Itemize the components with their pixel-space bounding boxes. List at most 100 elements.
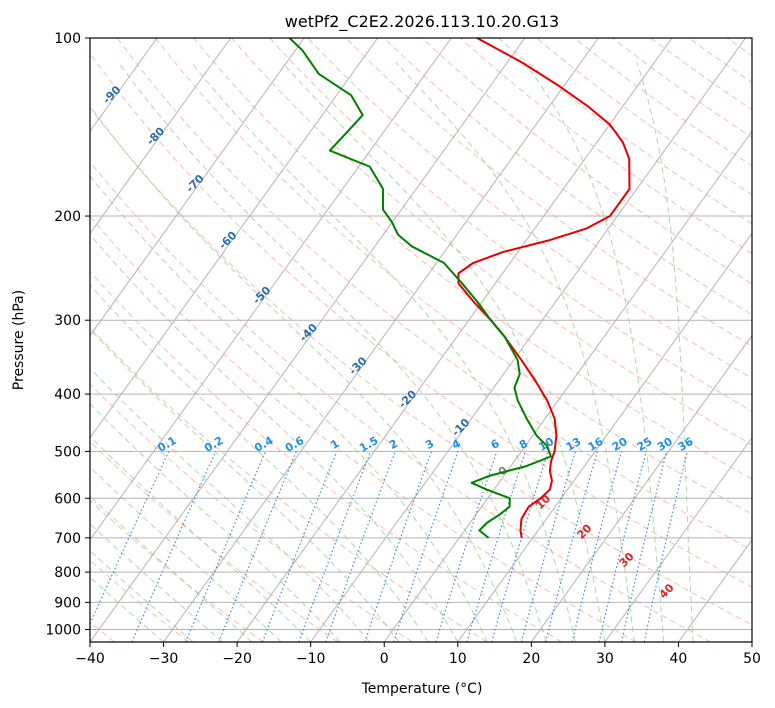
- x-axis-label: Temperature (°C): [361, 681, 483, 697]
- mixing-ratio-line: [435, 451, 498, 642]
- moist-adiabat: [90, 284, 429, 642]
- mixing-ratio-line: [90, 451, 170, 626]
- moist-adiabat: [90, 175, 488, 642]
- x-tick-label: 20: [522, 651, 540, 667]
- mixing-ratio-line: [325, 451, 396, 642]
- y-tick-label: 800: [54, 565, 81, 581]
- moist-adiabat-label: 30: [617, 550, 637, 570]
- dry-adiabat: [90, 440, 339, 642]
- dry-adiabat: [231, 38, 752, 446]
- mixing-ratio-line: [261, 451, 338, 642]
- dry-adiabat: [90, 383, 413, 642]
- mixing-ratio-line: [185, 451, 267, 642]
- y-axis-label: Pressure (hPa): [11, 290, 27, 390]
- y-tick-label: 1000: [45, 622, 81, 638]
- isotherm: [310, 38, 746, 642]
- dry-adiabat: [726, 38, 752, 57]
- dry-adiabat-label: -100: [49, 45, 78, 74]
- dry-adiabat: [383, 38, 752, 316]
- dry-adiabat: [90, 106, 752, 626]
- mixing-ratio-line: [466, 451, 526, 642]
- isotherm: [530, 334, 752, 642]
- dry-adiabat: [536, 38, 752, 196]
- dry-adiabat: [90, 215, 637, 642]
- moist-adiabat: [90, 105, 518, 642]
- dry-adiabat-label: -50: [250, 284, 273, 307]
- moist-adiabat: [395, 62, 635, 642]
- isotherm: [457, 232, 752, 642]
- mixing-ratio-line: [131, 451, 217, 642]
- moist-adiabat-label: 20: [574, 521, 594, 541]
- dry-adiabat: [116, 38, 752, 551]
- dry-adiabat: [765, 38, 775, 642]
- plot-frame: [89, 37, 753, 643]
- dry-adiabat: [269, 38, 752, 412]
- dry-adiabat-label: -20: [396, 387, 419, 410]
- dewpoint-profile: [288, 38, 552, 539]
- plot-area: 0.1 0.2 0.4 0.6 1 1.5 2 3 4 6 8 10 13 16 20 25 30 36-100-…: [0, 37, 775, 643]
- mixing-ratio-label: 3: [423, 437, 436, 452]
- dry-adiabat-label: -60: [216, 229, 239, 252]
- moist-adiabat: [90, 233, 459, 642]
- moist-adiabat: [90, 328, 400, 642]
- mixing-ratio-label: 6: [488, 437, 501, 452]
- y-tick-label: 700: [54, 531, 81, 547]
- dry-adiabat: [421, 38, 752, 285]
- isotherm: [90, 38, 379, 439]
- moist-adiabat: [90, 403, 341, 642]
- dry-adiabat: [345, 38, 752, 347]
- mixing-ratio-line: [491, 451, 549, 642]
- x-tick-label: 10: [449, 651, 467, 667]
- y-tick-label: 500: [54, 444, 81, 460]
- mixing-ratio-line: [364, 451, 433, 642]
- y-tick-label: 400: [54, 387, 81, 403]
- axis-ticks: −40 −30 −20 −10 0 10 20 30 40 50 100 200 300 400 500 60…: [45, 31, 761, 667]
- x-tick-label: 50: [743, 651, 761, 667]
- isotherm: [163, 38, 599, 642]
- dry-adiabat-label: -40: [297, 321, 320, 344]
- mixing-ratio-label: 4: [450, 437, 463, 452]
- isotherm: [236, 38, 673, 642]
- dry-adiabat: [459, 38, 752, 255]
- dry-adiabat: [574, 38, 752, 167]
- mixing-ratio-line: [393, 451, 459, 642]
- isotherm: [678, 538, 752, 642]
- isotherm: [90, 38, 526, 642]
- isotherm: [383, 130, 752, 642]
- moist-adiabat: [636, 62, 694, 642]
- moist-adiabat: [524, 62, 665, 642]
- dry-adiabat-label: -30: [346, 354, 369, 377]
- dry-adiabat: [90, 326, 488, 642]
- dry-adiabat-label: -70: [183, 172, 206, 195]
- y-tick-label: 200: [54, 209, 81, 225]
- x-tick-label: 40: [670, 651, 688, 667]
- x-tick-label: 30: [596, 651, 614, 667]
- moist-adiabat: [190, 62, 576, 642]
- moist-adiabat: [90, 550, 194, 642]
- mixing-ratio-line: [620, 451, 668, 642]
- x-tick-label: 0: [380, 651, 389, 667]
- moist-adiabat: [90, 435, 312, 642]
- x-tick-label: −10: [296, 651, 326, 667]
- moist-adiabat: [281, 62, 606, 642]
- dry-adiabat: [497, 38, 752, 225]
- plot-contents: 0.1 0.2 0.4 0.6 1 1.5 2 3 4 6 8 10 13 16 20 25 30 36-100-…: [0, 38, 775, 642]
- dry-adiabat-label: -10: [449, 416, 472, 439]
- dry-adiabat: [612, 38, 752, 139]
- mixing-ratio-line: [545, 451, 598, 642]
- moist-adiabat: [90, 576, 164, 642]
- dry-adiabat: [155, 38, 752, 515]
- isotherm: [604, 436, 752, 642]
- isotherm: [90, 38, 232, 235]
- x-tick-label: −20: [222, 651, 252, 667]
- moist-adiabat: [90, 523, 223, 642]
- dry-adiabat: [90, 160, 712, 642]
- dry-adiabat: [650, 38, 752, 111]
- mixing-ratio-line: [520, 451, 576, 642]
- isotherm: [0, 38, 10, 642]
- chart-title: wetPf2_C2E2.2026.113.10.20.G13: [285, 12, 559, 32]
- moist-adiabat: [90, 495, 253, 642]
- dry-adiabat-label: -90: [100, 83, 123, 106]
